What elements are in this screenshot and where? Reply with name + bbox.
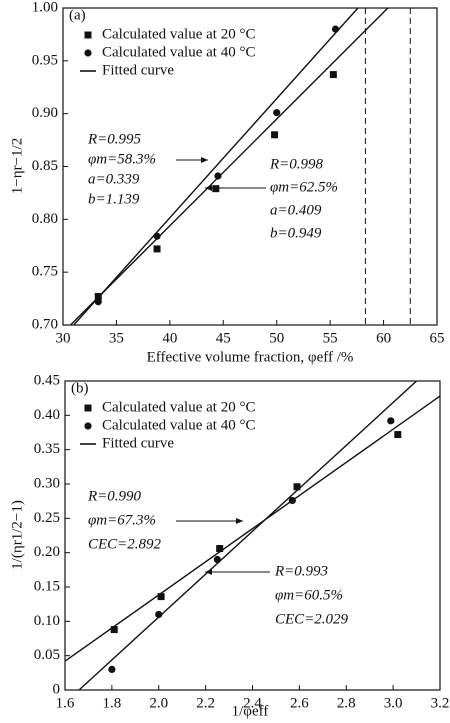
y-tick-label: 0.70: [32, 316, 58, 332]
data-point: [94, 298, 102, 306]
fitted-line: [78, 380, 418, 691]
annotation: R=0.990: [87, 488, 142, 504]
legend-marker: [84, 31, 92, 39]
x-tick-label: 50: [269, 330, 284, 346]
data-point: [331, 25, 340, 33]
x-tick-label: 3.0: [384, 695, 403, 711]
annotation: R=0.993: [274, 563, 328, 579]
data-point: [155, 610, 163, 619]
y-tick-label: 0.30: [34, 475, 60, 491]
y-tick-label: 1.00: [32, 0, 58, 15]
annotation: φm=60.5%: [275, 587, 343, 603]
legend-label: Fitted curve: [102, 435, 174, 451]
arrow-head: [205, 185, 212, 191]
data-point: [153, 232, 161, 240]
x-tick-label: 2.0: [149, 695, 168, 711]
legend-label: Calculated value at 40 °C: [102, 44, 255, 60]
arrow-head: [205, 569, 212, 575]
y-tick-label: 0.75: [32, 264, 58, 280]
y-tick-label: 0.20: [34, 544, 60, 560]
fitted-line: [64, 395, 441, 662]
x-axis-label: 1/φeff: [232, 703, 269, 719]
x-tick-label: 3.2: [431, 695, 450, 711]
x-tick-label: 30: [56, 330, 71, 346]
y-axis-label: 1/(ηr1/2−1): [9, 500, 25, 570]
y-axis-label: 1−ηr−1/2: [9, 138, 25, 194]
annotation: CEC=2.029: [275, 611, 349, 627]
x-tick-label: 45: [216, 330, 231, 346]
legend-label: Calculated value at 20 °C: [102, 399, 255, 415]
data-point: [271, 131, 279, 139]
data-point: [212, 185, 220, 193]
y-tick-label: 0.80: [32, 211, 58, 227]
y-tick-label: 0.95: [32, 52, 58, 68]
y-tick-label: 0.05: [34, 647, 60, 663]
data-point: [94, 292, 102, 300]
legend-marker: [84, 422, 92, 430]
annotation: φm=67.3%: [88, 512, 156, 528]
y-tick-label: 0.10: [34, 613, 60, 629]
y-tick-label: 0.40: [34, 407, 60, 423]
x-tick-label: 40: [162, 330, 177, 346]
y-tick-label: 0.45: [34, 372, 60, 388]
data-point: [329, 71, 337, 79]
annotation: φm=62.5%: [270, 179, 338, 195]
legend-label: Fitted curve: [102, 62, 174, 78]
data-point: [216, 545, 224, 553]
data-point: [214, 172, 222, 180]
y-tick-label: 0: [53, 681, 61, 697]
panel-label: (b): [71, 380, 89, 396]
annotation: b=1.139: [88, 191, 140, 207]
annotation: CEC=2.892: [88, 536, 162, 552]
x-tick-label: 55: [323, 330, 338, 346]
data-point: [394, 431, 402, 439]
annotation: a=0.409: [270, 202, 322, 218]
x-tick-label: 60: [376, 330, 391, 346]
legend-marker: [84, 404, 92, 412]
annotation: b=0.949: [270, 225, 322, 241]
arrow-head: [236, 518, 243, 524]
data-point: [213, 555, 221, 564]
data-point: [108, 665, 116, 674]
x-tick-label: 35: [109, 330, 124, 346]
data-point: [387, 417, 395, 425]
x-tick-label: 65: [430, 330, 445, 346]
data-point: [288, 496, 296, 505]
y-tick-label: 0.35: [34, 441, 60, 457]
y-tick-label: 0.15: [34, 578, 60, 594]
fitted-line: [73, 7, 359, 326]
x-tick-label: 2.2: [196, 695, 215, 711]
data-point: [293, 483, 301, 491]
y-tick-label: 0.85: [32, 158, 58, 174]
data-point: [157, 593, 165, 601]
legend-marker: [84, 49, 92, 57]
panel-label: (a): [69, 7, 86, 23]
data-point: [110, 626, 118, 634]
y-tick-label: 0.90: [32, 105, 58, 121]
legend-label: Calculated value at 20 °C: [102, 26, 255, 42]
data-point: [273, 109, 281, 117]
x-tick-label: 1.6: [56, 695, 75, 711]
fitted-line: [69, 7, 389, 326]
y-tick-label: 0.25: [34, 510, 60, 526]
legend-label: Calculated value at 40 °C: [102, 417, 255, 433]
annotation: R=0.995: [87, 131, 142, 147]
x-tick-label: 2.6: [290, 695, 309, 711]
annotation: a=0.339: [88, 171, 140, 187]
annotation: R=0.998: [269, 156, 324, 172]
x-tick-label: 1.8: [103, 695, 122, 711]
x-axis-label: Effective volume fraction, φeff /%: [147, 349, 354, 365]
data-point: [153, 245, 161, 253]
x-tick-label: 2.4: [243, 695, 262, 711]
annotation: φm=58.3%: [88, 151, 156, 167]
arrow-head: [201, 157, 208, 163]
x-tick-label: 2.8: [337, 695, 356, 711]
